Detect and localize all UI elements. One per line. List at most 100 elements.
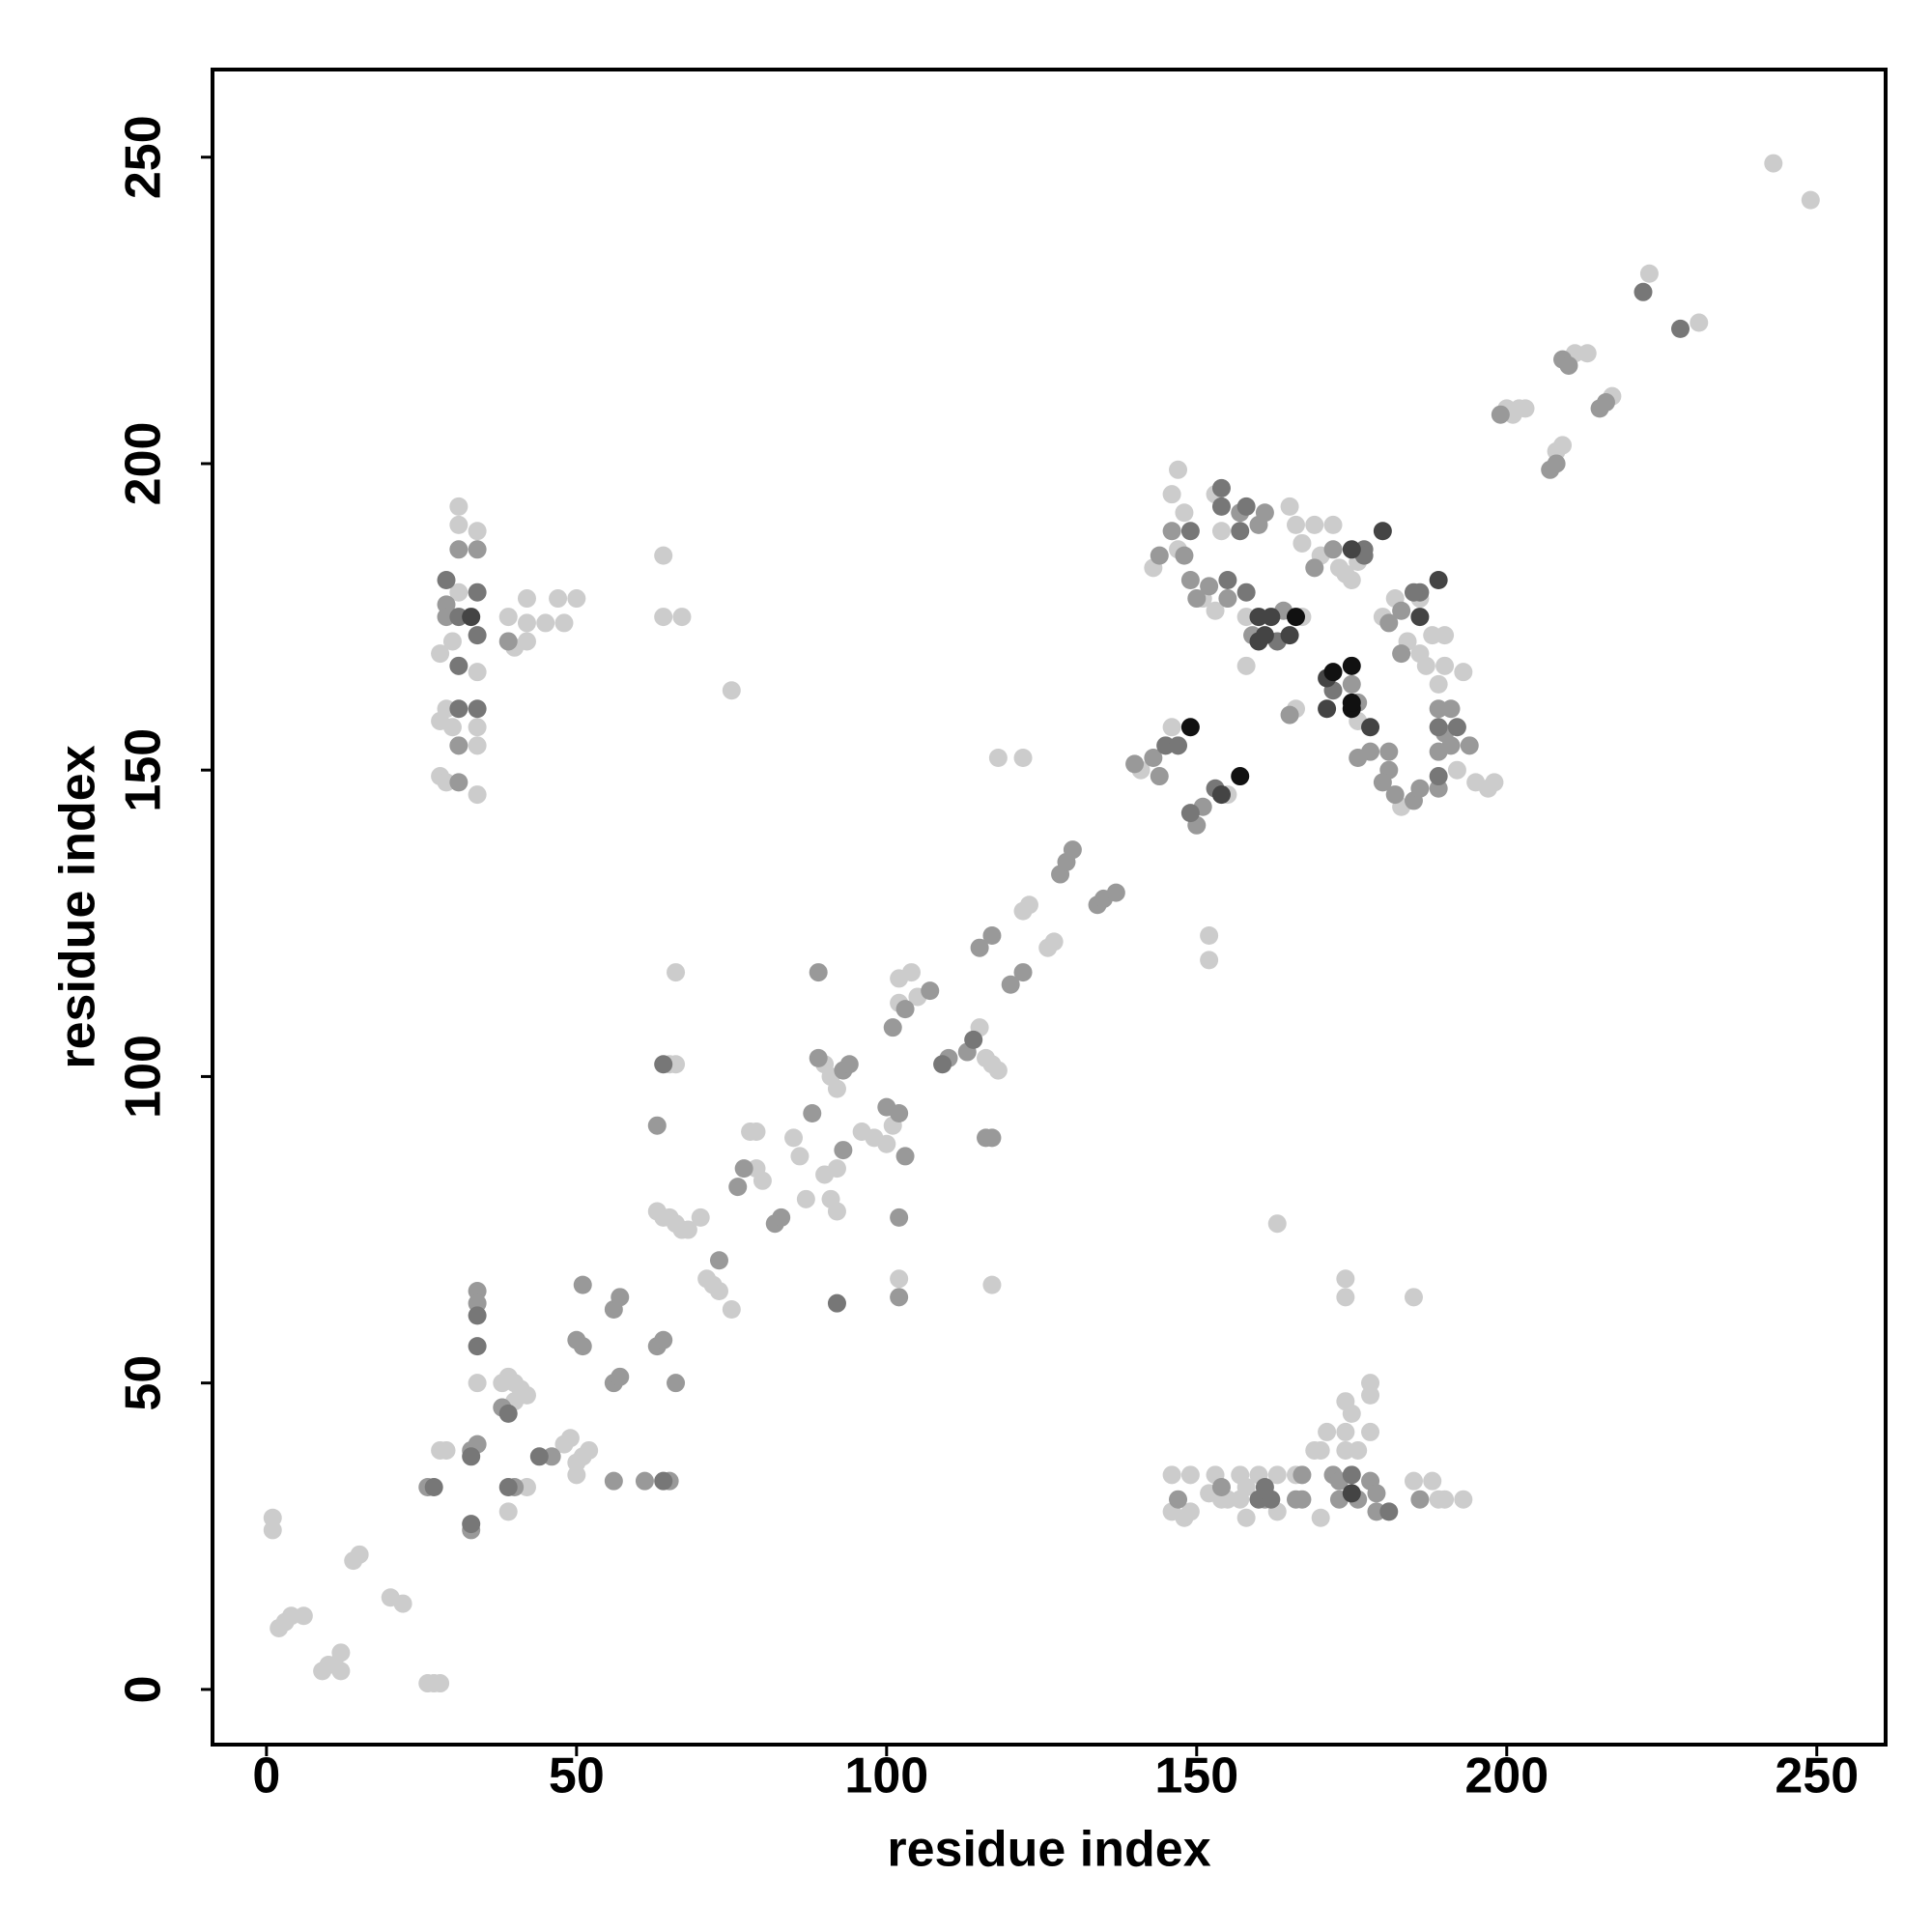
point: [1063, 840, 1082, 860]
point: [901, 963, 921, 982]
point: [431, 1674, 450, 1693]
point: [1460, 736, 1479, 755]
point: [1342, 693, 1361, 712]
point: [1671, 319, 1690, 338]
point: [517, 632, 536, 651]
point: [573, 1275, 592, 1294]
point: [1280, 626, 1299, 645]
point: [895, 1147, 915, 1166]
point: [1410, 1490, 1430, 1509]
point: [462, 1515, 481, 1534]
point: [982, 926, 1002, 946]
point: [1293, 533, 1312, 553]
point: [1318, 1422, 1337, 1441]
point: [1305, 558, 1324, 578]
point: [431, 644, 450, 664]
point: [1044, 932, 1064, 952]
point: [1410, 779, 1430, 798]
point: [895, 1000, 915, 1019]
point: [1162, 1465, 1181, 1485]
point: [667, 1374, 686, 1393]
point: [468, 1374, 487, 1393]
point: [462, 1447, 481, 1466]
point: [1435, 1490, 1455, 1509]
point: [1144, 749, 1163, 768]
point: [294, 1606, 313, 1626]
point: [529, 1447, 549, 1466]
point: [580, 1440, 599, 1460]
point: [1323, 663, 1343, 682]
point: [1416, 656, 1435, 675]
point: [709, 1281, 728, 1300]
point: [1200, 951, 1219, 970]
point: [1106, 883, 1125, 902]
point: [1255, 503, 1274, 523]
x-tick-label: 250: [1775, 1748, 1859, 1804]
point: [1286, 608, 1305, 627]
point: [1236, 1478, 1256, 1497]
point: [890, 1103, 909, 1122]
point: [722, 681, 741, 700]
point: [678, 1220, 697, 1239]
x-tick-label: 150: [1154, 1748, 1238, 1804]
point: [988, 1061, 1008, 1080]
point: [1169, 736, 1188, 755]
point: [449, 699, 469, 719]
point: [1367, 1484, 1386, 1503]
point: [449, 582, 469, 602]
point: [498, 632, 518, 651]
point: [449, 656, 469, 675]
point: [1342, 571, 1361, 590]
point: [654, 546, 673, 565]
point: [827, 1202, 846, 1221]
point: [1404, 582, 1423, 602]
x-tick-label: 100: [844, 1748, 928, 1804]
point: [573, 1337, 592, 1356]
point: [468, 626, 487, 645]
point: [1162, 522, 1181, 541]
y-tick-label: 250: [116, 115, 172, 199]
point: [498, 608, 518, 627]
y-tick-label: 0: [116, 1675, 172, 1703]
point: [982, 1128, 1002, 1148]
point: [672, 608, 692, 627]
point: [1311, 1440, 1330, 1460]
point: [1236, 1508, 1256, 1527]
point: [468, 1337, 487, 1356]
point: [747, 1122, 766, 1142]
point: [1236, 582, 1256, 602]
point: [734, 1159, 753, 1179]
point: [1293, 1490, 1312, 1509]
point: [1764, 154, 1783, 173]
point: [1267, 1465, 1287, 1485]
point: [1379, 613, 1399, 633]
point: [498, 1478, 518, 1497]
point: [1218, 589, 1237, 609]
point: [1293, 1465, 1312, 1485]
point: [1267, 1214, 1287, 1234]
point: [449, 773, 469, 792]
point: [468, 736, 487, 755]
point: [691, 1208, 710, 1227]
point: [1200, 926, 1219, 946]
point: [1404, 1471, 1423, 1491]
point: [784, 1128, 804, 1148]
point: [1305, 515, 1324, 534]
point: [988, 749, 1008, 768]
point: [1218, 571, 1237, 590]
point: [654, 1330, 673, 1350]
point: [1349, 1440, 1368, 1460]
point: [1255, 626, 1274, 645]
point: [827, 1293, 846, 1313]
point: [1516, 399, 1535, 418]
point: [468, 582, 487, 602]
point: [1423, 1471, 1442, 1491]
x-tick-label: 0: [252, 1748, 280, 1804]
point: [498, 1502, 518, 1521]
point: [1323, 515, 1343, 534]
point: [1342, 1484, 1361, 1503]
point: [1342, 656, 1361, 675]
point: [1801, 190, 1820, 210]
point: [424, 1478, 443, 1497]
